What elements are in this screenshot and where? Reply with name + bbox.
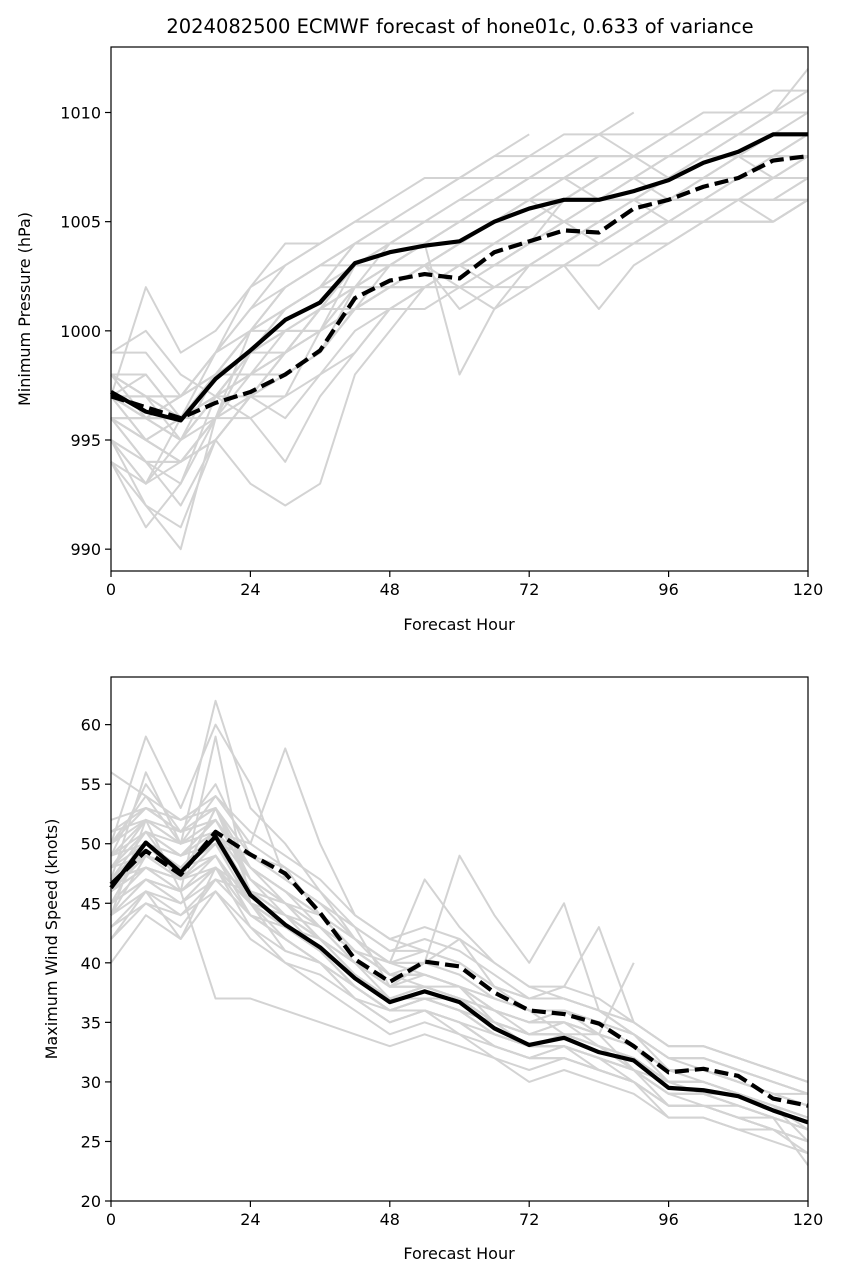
pressure-panel: 0 24 48 72 96 120 990 995 1000 1005 1010 bbox=[60, 46, 823, 600]
wind-y-tick-label: 30 bbox=[81, 1073, 101, 1092]
pressure-ensemble-line bbox=[110, 198, 634, 463]
pressure-ensemble-line bbox=[110, 177, 808, 420]
wind-y-axis-label: Maximum Wind Speed (knots) bbox=[42, 819, 61, 1060]
wind-y-tick-label: 50 bbox=[81, 835, 101, 854]
pressure-mean-lines bbox=[109, 132, 809, 423]
wind-x-tick-label: 120 bbox=[793, 1210, 824, 1229]
wind-x-axis-label: Forecast Hour bbox=[403, 1244, 515, 1263]
wind-y-tick-label: 25 bbox=[81, 1132, 101, 1151]
wind-panel: 0 24 48 72 96 120 20 25 30 35 40 45 50 55 60 bbox=[81, 676, 824, 1229]
wind-ensemble-line bbox=[110, 783, 809, 1083]
pressure-axis-ticks: 0 24 48 72 96 120 990 995 1000 1005 1010 bbox=[60, 104, 823, 600]
pressure-y-tick-label: 1010 bbox=[60, 104, 101, 123]
wind-ensemble-line bbox=[110, 866, 809, 1166]
wind-y-tick-label: 35 bbox=[81, 1013, 101, 1032]
wind-x-tick-label: 48 bbox=[380, 1210, 400, 1229]
wind-y-tick-label: 55 bbox=[81, 775, 101, 794]
wind-x-tick-label: 96 bbox=[658, 1210, 678, 1229]
wind-solid-mean-line bbox=[109, 834, 809, 1125]
wind-y-tick-label: 20 bbox=[81, 1192, 101, 1211]
pressure-solid-mean-line bbox=[109, 132, 808, 423]
pressure-x-tick-label: 72 bbox=[519, 580, 539, 599]
pressure-ensemble-line bbox=[110, 111, 635, 441]
wind-y-tick-label: 40 bbox=[81, 954, 101, 973]
pressure-y-tick-label: 1005 bbox=[60, 213, 101, 232]
pressure-y-axis-label: Minimum Pressure (hPa) bbox=[15, 212, 34, 406]
pressure-y-tick-label: 1000 bbox=[60, 322, 101, 341]
wind-plot-frame bbox=[110, 676, 809, 1202]
wind-x-tick-label: 24 bbox=[240, 1210, 260, 1229]
pressure-dashed-mean-line bbox=[110, 154, 809, 421]
wind-axis-ticks: 0 24 48 72 96 120 20 25 30 35 40 45 50 55 60 bbox=[81, 716, 824, 1229]
pressure-y-tick-label: 995 bbox=[70, 431, 101, 450]
pressure-ensemble-line bbox=[110, 133, 530, 398]
pressure-x-axis-label: Forecast Hour bbox=[403, 615, 515, 634]
wind-y-tick-label: 60 bbox=[81, 716, 101, 735]
pressure-ensemble-members bbox=[110, 68, 809, 551]
wind-y-tick-label: 45 bbox=[81, 894, 101, 913]
wind-mean-lines bbox=[109, 829, 809, 1125]
pressure-x-tick-label: 0 bbox=[106, 580, 116, 599]
wind-x-tick-label: 72 bbox=[519, 1210, 539, 1229]
chart-title: 2024082500 ECMWF forecast of hone01c, 0.… bbox=[166, 15, 753, 38]
wind-x-tick-label: 0 bbox=[106, 1210, 116, 1229]
pressure-x-tick-label: 48 bbox=[380, 580, 400, 599]
wind-ensemble-line bbox=[110, 771, 809, 1119]
pressure-x-tick-label: 120 bbox=[793, 580, 824, 599]
pressure-plot-frame bbox=[110, 46, 809, 572]
pressure-x-tick-label: 96 bbox=[658, 580, 678, 599]
wind-ensemble-line bbox=[110, 890, 809, 1155]
wind-ensemble-line bbox=[110, 818, 809, 1131]
pressure-x-tick-label: 24 bbox=[240, 580, 260, 599]
pressure-y-tick-label: 990 bbox=[70, 540, 101, 559]
